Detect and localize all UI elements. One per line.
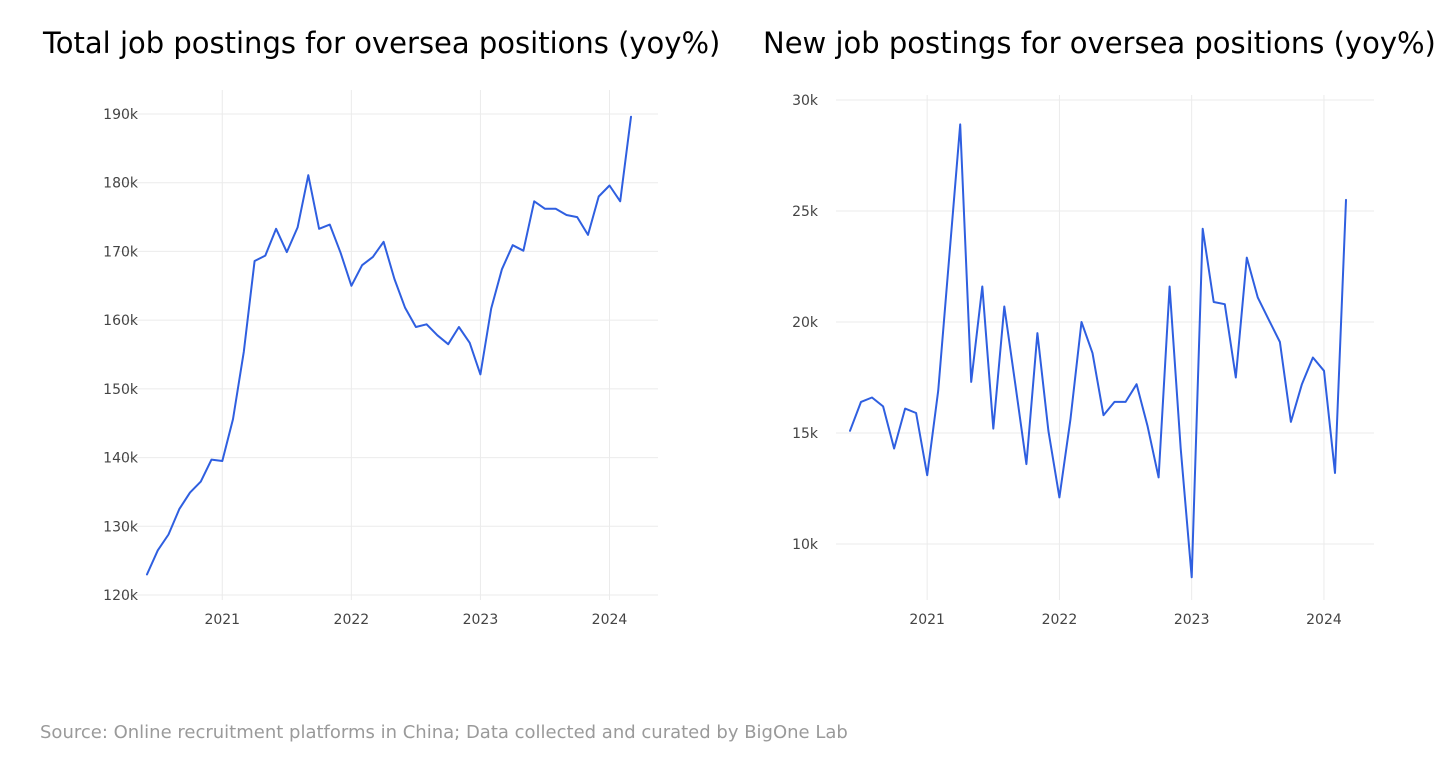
- total-y-tick-label: 150k: [103, 382, 139, 398]
- new-x-tick-label: 2023: [1174, 612, 1210, 628]
- total-postings-plot: 120k 130k 140k 150k 160k 170k 180k 190k 2021 2022…: [103, 90, 658, 628]
- total-y-tick-label: 140k: [103, 451, 139, 467]
- source-note: Source: Online recruitment platforms in …: [40, 722, 848, 743]
- new-x-tick-label: 2022: [1042, 612, 1078, 628]
- new-postings-chart: 10k 15k 20k 25k 30k 2021 2022 2023 2024 New job …: [728, 0, 1456, 700]
- new-postings-plot: 10k 15k 20k 25k 30k 2021 2022 2023 2024: [792, 93, 1374, 628]
- new-y-tick-label: 20k: [792, 315, 819, 331]
- total-x-tick-label: 2021: [204, 612, 240, 628]
- total-x-tick-label: 2022: [334, 612, 370, 628]
- new-x-tick-label: 2024: [1306, 612, 1342, 628]
- new-gridlines: [836, 95, 1374, 600]
- total-postings-chart: 120k 130k 140k 150k 160k 170k 180k 190k 2021 2022…: [0, 0, 728, 700]
- total-y-tick-label: 130k: [103, 519, 139, 535]
- total-y-tick-label: 180k: [103, 176, 139, 192]
- new-y-tick-label: 30k: [792, 93, 819, 109]
- new-x-tick-label: 2021: [909, 612, 945, 628]
- total-x-tick-label: 2024: [592, 612, 628, 628]
- new-postings-title: New job postings for oversea positions (…: [763, 26, 1436, 60]
- new-y-tick-label: 25k: [792, 204, 819, 220]
- total-y-tick-label: 120k: [103, 588, 139, 604]
- total-x-tick-label: 2023: [463, 612, 499, 628]
- total-series-line: [146, 115, 632, 576]
- new-y-tick-label: 10k: [792, 537, 819, 553]
- total-gridlines: [118, 90, 658, 600]
- new-series-line: [849, 123, 1347, 579]
- total-postings-title: Total job postings for oversea positions…: [43, 26, 721, 60]
- new-y-tick-label: 15k: [792, 426, 819, 442]
- total-y-tick-label: 170k: [103, 244, 139, 260]
- total-y-tick-label: 160k: [103, 313, 139, 329]
- total-y-tick-label: 190k: [103, 107, 139, 123]
